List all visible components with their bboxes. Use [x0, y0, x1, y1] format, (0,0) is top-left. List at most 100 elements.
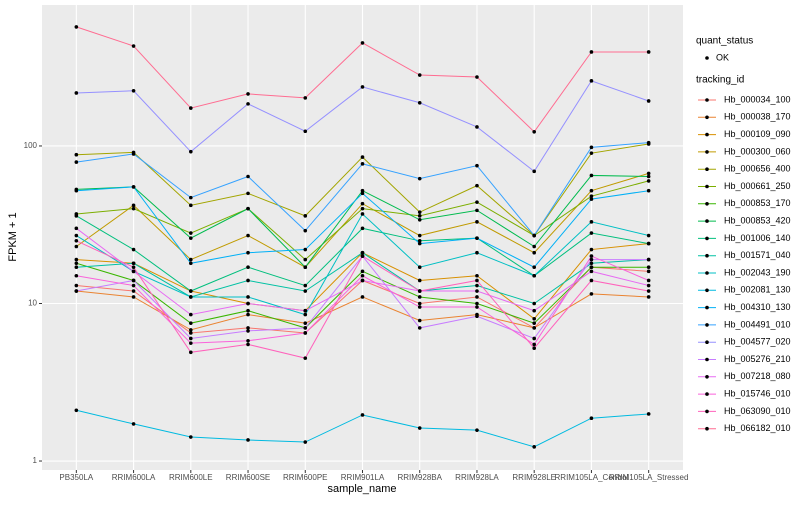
data-point	[589, 416, 594, 420]
data-point	[189, 203, 193, 208]
data-point	[303, 356, 308, 360]
data-point	[589, 257, 594, 262]
data-point	[532, 342, 536, 347]
data-point	[360, 269, 365, 274]
data-point	[74, 160, 79, 164]
data-point	[246, 312, 250, 317]
data-point	[589, 265, 594, 269]
legend-key	[705, 56, 709, 60]
y-tick-label: 1	[33, 456, 38, 465]
data-point	[646, 99, 651, 103]
data-point	[246, 174, 250, 179]
data-point	[74, 283, 79, 288]
data-point	[131, 289, 136, 293]
legend-label: Hb_066182_010	[724, 423, 791, 433]
data-point	[360, 206, 365, 211]
data-point	[189, 236, 193, 240]
data-point	[475, 314, 479, 319]
data-point	[589, 188, 594, 193]
data-point	[303, 228, 308, 233]
legend-label: Hb_004310_130	[724, 302, 791, 312]
data-point	[589, 231, 594, 235]
data-point	[360, 201, 365, 206]
legend-key	[705, 167, 709, 171]
data-point	[475, 220, 479, 224]
data-point	[246, 338, 250, 343]
data-point	[131, 283, 136, 288]
data-point	[360, 254, 365, 258]
data-point	[532, 346, 536, 351]
data-point	[417, 295, 422, 299]
data-point	[417, 326, 422, 330]
data-point	[417, 214, 422, 218]
legend-key	[705, 392, 709, 396]
data-point	[417, 176, 422, 181]
x-tick-label: RRIM600LA	[112, 473, 156, 482]
legend-label: Hb_002043_190	[724, 267, 791, 277]
data-point	[646, 140, 651, 145]
data-point	[189, 289, 193, 293]
data-point	[74, 244, 79, 249]
data-point	[532, 169, 536, 174]
data-point	[360, 226, 365, 231]
data-point	[189, 295, 193, 299]
data-point	[303, 96, 308, 100]
data-point	[646, 295, 651, 299]
data-point	[303, 312, 308, 317]
legend-label: Hb_000853_170	[724, 198, 791, 208]
data-point	[74, 91, 79, 95]
data-point	[131, 261, 136, 266]
data-point	[246, 308, 250, 313]
legend-key	[705, 323, 709, 327]
data-point	[532, 265, 536, 269]
data-point	[246, 295, 250, 299]
legend-label: Hb_004491_010	[724, 319, 791, 329]
data-point	[646, 412, 651, 416]
data-point	[532, 130, 536, 134]
data-point	[475, 125, 479, 129]
data-point	[131, 422, 136, 426]
legend-key	[705, 271, 709, 275]
data-point	[417, 241, 422, 246]
data-point	[189, 231, 193, 235]
data-point	[74, 214, 79, 218]
data-point	[532, 250, 536, 255]
legend-label: Hb_000661_250	[724, 181, 791, 191]
data-point	[475, 428, 479, 432]
data-point	[303, 283, 308, 288]
data-point	[303, 440, 308, 444]
x-tick-label: RRIM600LE	[169, 473, 213, 482]
data-point	[475, 250, 479, 255]
data-point	[131, 265, 136, 269]
legend-key	[705, 305, 709, 310]
legend-label: Hb_000656_400	[724, 164, 791, 174]
legend-label: Hb_000038_170	[724, 112, 791, 122]
data-point	[532, 233, 536, 238]
data-point	[360, 162, 365, 166]
data-point	[74, 273, 79, 278]
data-point	[131, 278, 136, 283]
data-point	[360, 295, 365, 299]
data-point	[589, 197, 594, 201]
data-point	[475, 305, 479, 309]
data-point	[417, 289, 422, 293]
data-point	[475, 283, 479, 288]
x-tick-label: RRIM928LA	[455, 473, 499, 482]
data-point	[189, 350, 193, 355]
data-point	[246, 438, 250, 442]
legend-label: Hb_005276_210	[724, 354, 791, 364]
data-point	[360, 278, 365, 283]
data-point	[360, 155, 365, 159]
legend-label: Hb_007218_080	[724, 371, 791, 381]
data-point	[589, 269, 594, 274]
data-point	[417, 318, 422, 323]
legend-title: quant_status	[696, 36, 753, 47]
data-point	[589, 254, 594, 258]
data-point	[74, 152, 79, 157]
legend-key	[705, 202, 709, 206]
data-point	[589, 261, 594, 266]
data-point	[303, 326, 308, 330]
data-point	[189, 195, 193, 200]
